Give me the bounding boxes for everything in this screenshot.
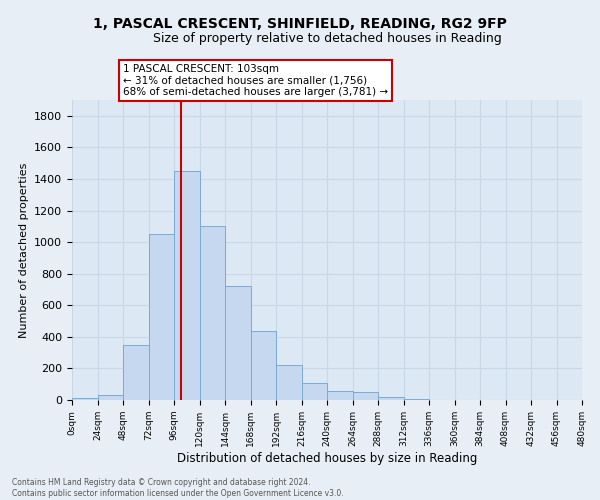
Bar [327, 392, 353, 400]
Bar [149, 234, 174, 400]
Y-axis label: Number of detached properties: Number of detached properties [19, 162, 29, 338]
Title: Size of property relative to detached houses in Reading: Size of property relative to detached ho… [152, 32, 502, 44]
Bar [404, 399, 429, 400]
Text: 1 PASCAL CRESCENT: 103sqm
← 31% of detached houses are smaller (1,756)
68% of se: 1 PASCAL CRESCENT: 103sqm ← 31% of detac… [123, 64, 388, 97]
Bar [276, 366, 302, 400]
Bar [302, 384, 327, 400]
Bar [174, 171, 199, 400]
Bar [72, 398, 97, 400]
Bar [199, 226, 225, 400]
Text: Contains HM Land Registry data © Crown copyright and database right 2024.
Contai: Contains HM Land Registry data © Crown c… [12, 478, 344, 498]
Bar [251, 332, 276, 400]
Text: 1, PASCAL CRESCENT, SHINFIELD, READING, RG2 9FP: 1, PASCAL CRESCENT, SHINFIELD, READING, … [93, 18, 507, 32]
Bar [378, 397, 404, 400]
Bar [123, 344, 149, 400]
Bar [225, 286, 251, 400]
Bar [97, 396, 123, 400]
X-axis label: Distribution of detached houses by size in Reading: Distribution of detached houses by size … [177, 452, 477, 464]
Bar [353, 392, 378, 400]
